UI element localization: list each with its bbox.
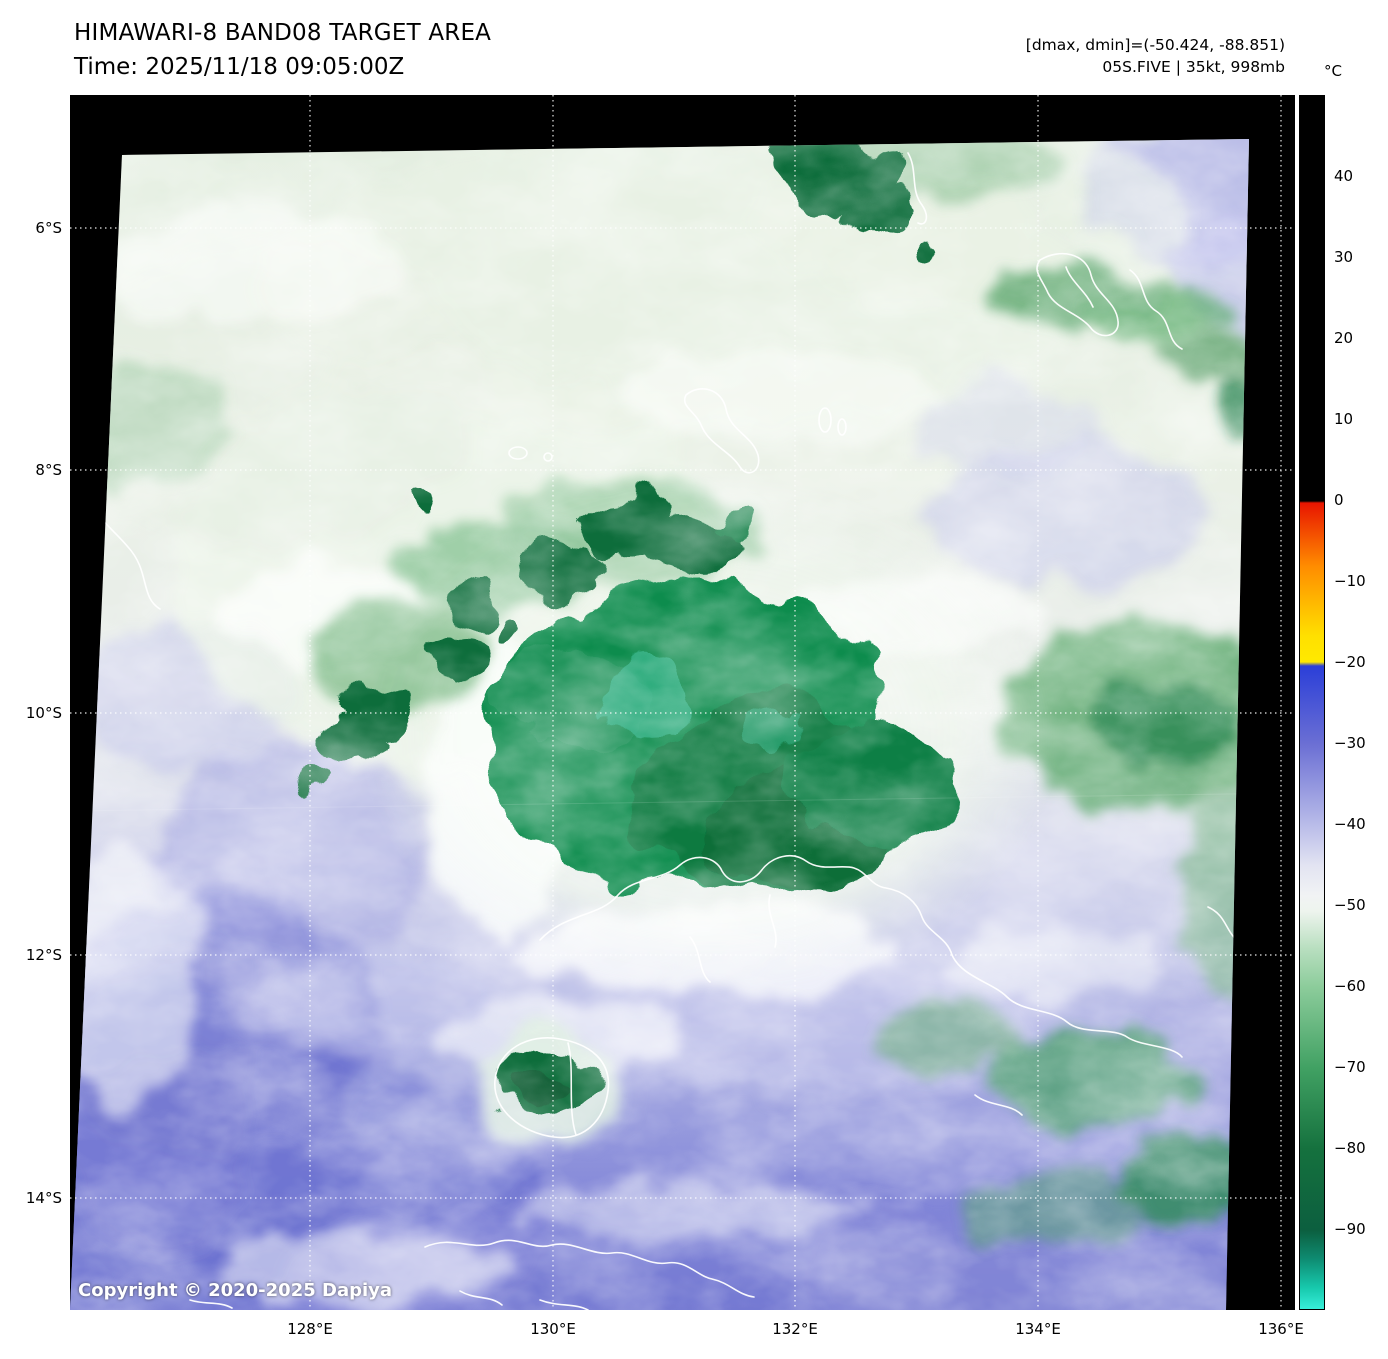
lon-tick-label: 130°E	[530, 1320, 576, 1338]
colorbar-tick-label: −50	[1334, 896, 1366, 914]
gridlines	[70, 95, 1295, 1310]
colorbar-tick-label: −30	[1334, 734, 1366, 752]
satellite-image	[70, 95, 1295, 1310]
lon-tick-label: 136°E	[1258, 1320, 1304, 1338]
celsius-unit-label: °C	[1324, 62, 1342, 80]
lon-tick-label: 134°E	[1015, 1320, 1061, 1338]
lat-tick-label: 12°S	[25, 946, 62, 964]
colorbar	[1299, 95, 1325, 1310]
coastlines	[70, 152, 1249, 1310]
time-label: Time: 2025/11/18 09:05:00Z	[74, 54, 405, 80]
lon-tick-label: 128°E	[287, 1320, 333, 1338]
colorbar-tick-label: 0	[1334, 491, 1344, 509]
colorbar-tick-label: −90	[1334, 1220, 1366, 1238]
colorbar-tick-label: −10	[1334, 572, 1366, 590]
lon-tick-label: 132°E	[772, 1320, 818, 1338]
lat-tick-label: 6°S	[35, 219, 62, 237]
page-title: HIMAWARI-8 BAND08 TARGET AREA	[74, 20, 492, 46]
colorbar-tick-label: −70	[1334, 1058, 1366, 1076]
lat-tick-label: 10°S	[25, 704, 62, 722]
colorbar-tick-label: 40	[1334, 167, 1354, 185]
colorbar-tick-label: 10	[1334, 410, 1354, 428]
colorbar-tick-label: −40	[1334, 815, 1366, 833]
image-swath	[70, 139, 1249, 1310]
plot-area: Copyright © 2020-2025 Dapiya	[70, 95, 1295, 1310]
colorbar-tick-label: −20	[1334, 653, 1366, 671]
colorbar-tick-label: −60	[1334, 977, 1366, 995]
copyright-label: Copyright © 2020-2025 Dapiya	[78, 1280, 393, 1301]
cloud-texture-fine	[70, 139, 1249, 1310]
storm-info-label: 05S.FIVE | 35kt, 998mb	[1102, 58, 1285, 76]
colorbar-tick-label: 30	[1334, 248, 1354, 266]
colorbar-tick-label: 20	[1334, 329, 1354, 347]
lat-tick-label: 14°S	[25, 1189, 62, 1207]
dmax-dmin-label: [dmax, dmin]=(-50.424, -88.851)	[1025, 36, 1285, 54]
colorbar-tick-label: −80	[1334, 1139, 1366, 1157]
scan-seam	[70, 792, 1249, 812]
lat-tick-label: 8°S	[35, 461, 62, 479]
